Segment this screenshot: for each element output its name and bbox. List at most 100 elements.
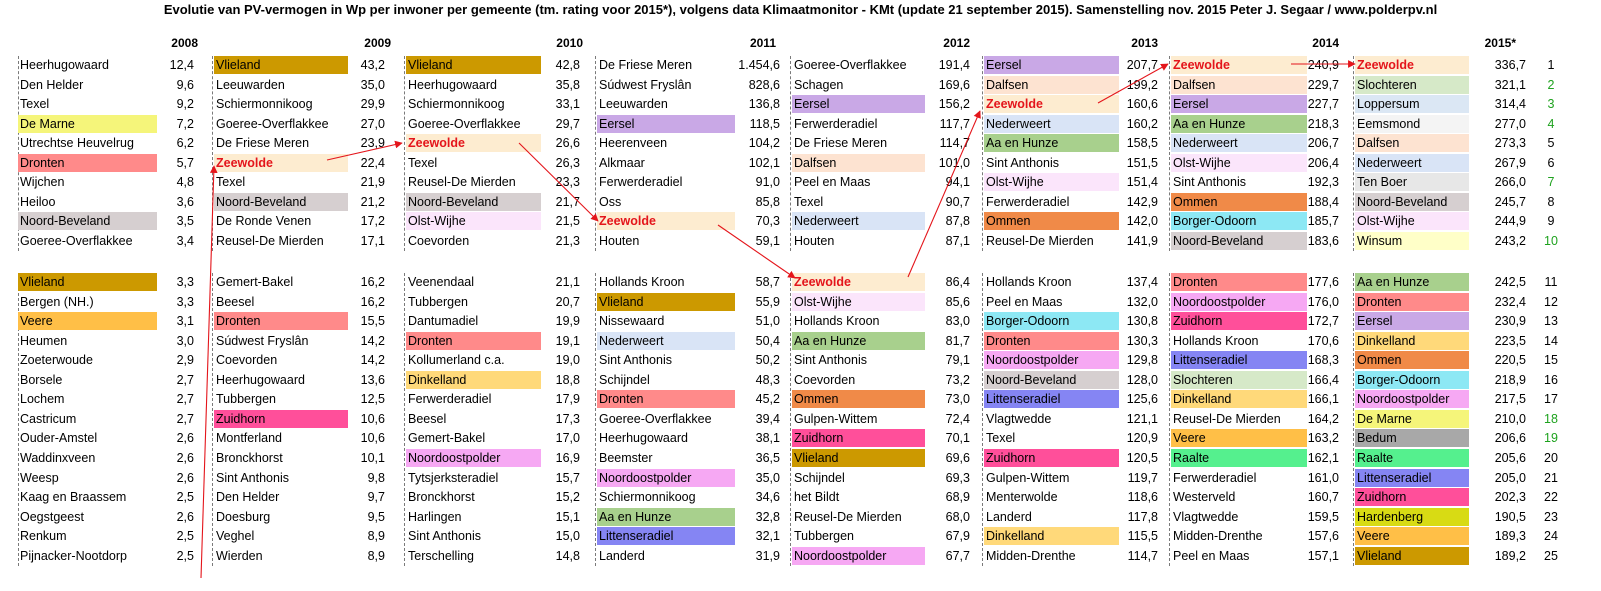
wp-per-inhabitant-value: 32,1 (755, 529, 780, 544)
municipality-name: Súdwest Fryslân (216, 333, 309, 348)
municipality-name: Coevorden (794, 372, 856, 387)
wp-per-inhabitant-value: 70,3 (755, 214, 780, 229)
municipality-name: Goeree-Overflakkee (20, 233, 133, 248)
municipality-name: Peel en Maas (794, 175, 871, 190)
column-separator (595, 56, 596, 251)
municipality-name: Dalfsen (1171, 75, 1307, 94)
municipality-name: Zuidhorn (214, 409, 348, 428)
year-label: 2009 (364, 36, 391, 50)
wp-per-inhabitant-value: 10,6 (360, 431, 385, 446)
wp-per-inhabitant-value: 191,4 (938, 58, 970, 72)
wp-per-inhabitant-value: 2,7 (176, 392, 194, 407)
wp-per-inhabitant-value: 16,2 (360, 294, 385, 309)
municipality-name: Beesel (408, 411, 447, 426)
year-label: 2012 (943, 36, 970, 50)
municipality-name: Dronten (1171, 273, 1307, 291)
municipality-name: Ferwerderadiel (408, 392, 492, 407)
municipality-name: Utrechtse Heuvelrug (20, 136, 134, 151)
municipality-name: Oegstgeest (20, 509, 84, 524)
municipality-name: Ouder-Amstel (20, 431, 98, 446)
wp-per-inhabitant-value: 15,0 (555, 529, 580, 544)
municipality-name: Dronten (984, 331, 1119, 350)
municipality-name: Noordoostpolder (1171, 292, 1307, 311)
municipality-name: Terschelling (408, 548, 475, 563)
wp-per-inhabitant-value: 136,8 (748, 97, 780, 112)
wp-per-inhabitant-value: 828,6 (748, 77, 780, 92)
wp-per-inhabitant-value: 21,9 (360, 175, 385, 190)
municipality-name: Nederweert (984, 114, 1119, 133)
municipality-name: Coevorden (216, 353, 278, 368)
municipality-name: Olst-Wijhe (792, 292, 925, 311)
wp-per-inhabitant-value: 8,9 (367, 529, 385, 544)
wp-per-inhabitant-value: 15,5 (360, 314, 385, 329)
municipality-name: Vlagtwedde (1173, 509, 1239, 524)
municipality-name: Olst-Wijhe (984, 173, 1119, 192)
municipality-name: Tubbergen (216, 392, 276, 407)
municipality-name: De Friese Meren (599, 58, 693, 72)
municipality-name: Littenseradiel (597, 527, 735, 546)
municipality-name: Landerd (599, 548, 645, 563)
municipality-name: Ferwerderadiel (599, 175, 683, 190)
municipality-name: Aa en Hunze (597, 507, 735, 526)
municipality-name: Wierden (216, 548, 263, 563)
municipality-name: Dronten (214, 312, 348, 331)
municipality-name: Zeewolde (792, 273, 925, 291)
municipality-name: Borger-Odoorn (984, 312, 1119, 331)
wp-per-inhabitant-value: 5,7 (176, 155, 194, 170)
wp-per-inhabitant-value: 7,2 (176, 116, 194, 131)
municipality-name: Noord-Beveland (984, 370, 1119, 389)
municipality-name: Texel (408, 155, 438, 170)
wp-per-inhabitant-value: 33,1 (555, 97, 580, 112)
wp-per-inhabitant-value: 21,2 (360, 194, 385, 209)
rank-number: 5 (1547, 136, 1555, 151)
wp-per-inhabitant-value: 13,6 (360, 372, 385, 387)
municipality-name: Olst-Wijhe (406, 212, 541, 231)
wp-per-inhabitant-value: 23,3 (555, 175, 580, 190)
year-label: 2014 (1312, 36, 1339, 50)
wp-per-inhabitant-value: 26,6 (555, 136, 580, 151)
municipality-name: Slochteren (1171, 370, 1307, 389)
municipality-name: Nederweert (597, 331, 735, 350)
municipality-name: Gulpen-Wittem (986, 470, 1070, 485)
municipality-name: Vlieland (18, 273, 157, 291)
municipality-name: Eersel (984, 56, 1119, 74)
municipality-name: Dronten (1355, 292, 1469, 311)
wp-per-inhabitant-value: 51,0 (755, 314, 780, 329)
wp-per-inhabitant-value: 69,3 (945, 470, 970, 485)
wp-per-inhabitant-value: 79,1 (945, 353, 970, 368)
rank-number: 4 (1547, 116, 1555, 131)
municipality-name: Borger-Odoorn (1171, 212, 1307, 231)
municipality-name: Noord-Beveland (1355, 192, 1469, 211)
municipality-name: Dalfsen (984, 75, 1119, 94)
wp-per-inhabitant-value: 9,5 (367, 509, 385, 524)
rank-number: 11 (1544, 275, 1558, 289)
wp-per-inhabitant-value: 137,4 (1126, 275, 1158, 289)
municipality-name: Ommen (984, 212, 1119, 231)
wp-per-inhabitant-value: 85,6 (945, 294, 970, 309)
municipality-name: Heerenveen (599, 136, 668, 151)
wp-per-inhabitant-value: 114,7 (1127, 548, 1158, 563)
municipality-name: Schiermonnikoog (599, 490, 696, 505)
wp-per-inhabitant-value: 192,3 (1307, 175, 1339, 190)
municipality-name: Heerhugowaard (599, 431, 688, 446)
wp-per-inhabitant-value: 2,6 (176, 470, 194, 485)
municipality-name: Ferwerderadiel (1173, 470, 1257, 485)
municipality-name: Noordoostpolder (984, 351, 1119, 370)
wp-per-inhabitant-value: 314,4 (1494, 97, 1526, 112)
column-separator (212, 273, 213, 566)
municipality-name: Dinkelland (406, 370, 541, 389)
column-separator (404, 273, 405, 566)
municipality-name: Borsele (20, 372, 63, 387)
municipality-name: Dantumadiel (408, 314, 479, 329)
municipality-name: Raalte (1355, 448, 1469, 467)
municipality-name: Weesp (20, 470, 59, 485)
wp-per-inhabitant-value: 21,7 (555, 194, 580, 209)
municipality-name: Heerhugowaard (408, 77, 497, 92)
municipality-name: Winsum (1355, 231, 1469, 250)
wp-per-inhabitant-value: 90,7 (945, 194, 970, 209)
wp-per-inhabitant-value: 223,5 (1494, 333, 1526, 348)
municipality-name: De Friese Meren (794, 136, 888, 151)
rank-number: 9 (1547, 214, 1555, 229)
rank-number: 25 (1544, 548, 1558, 563)
municipality-name: Texel (794, 194, 824, 209)
